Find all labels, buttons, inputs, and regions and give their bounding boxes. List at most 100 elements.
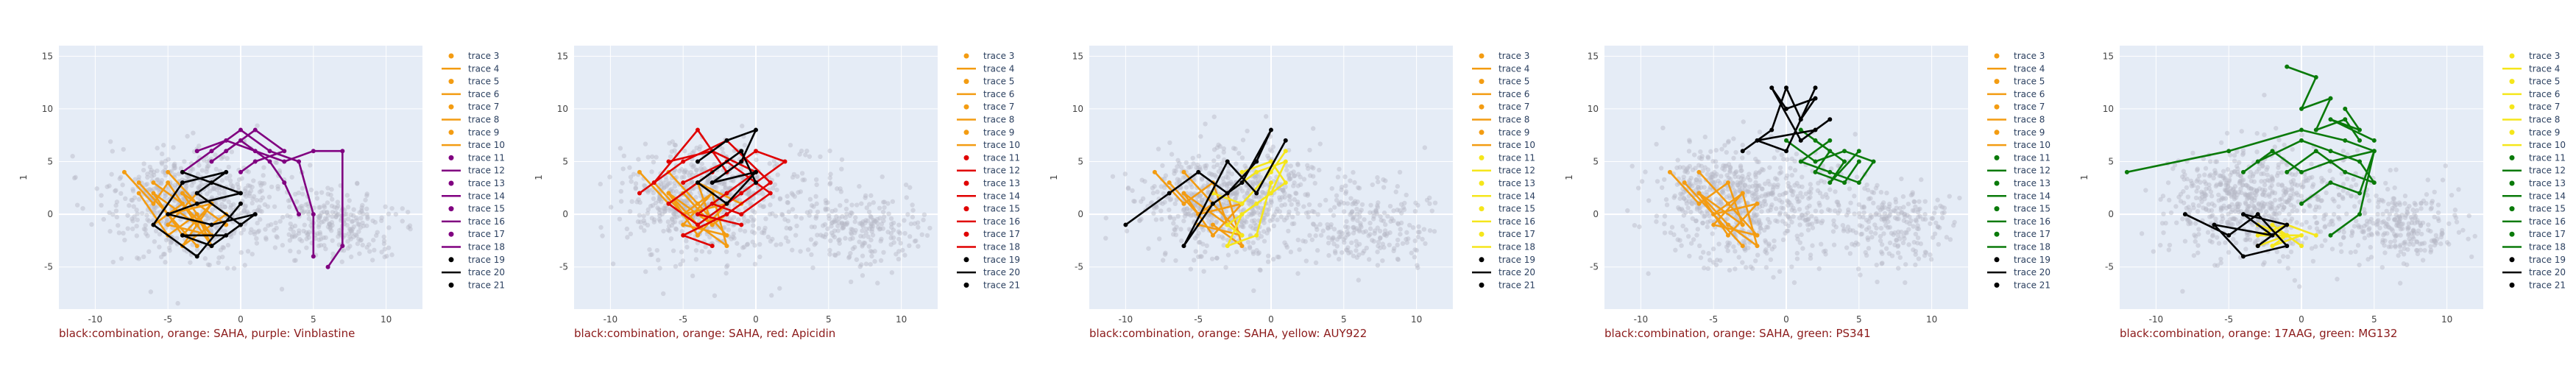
chart-1-caption: black:combination, orange: SAHA, purple:… [59, 327, 355, 340]
background-point [1866, 219, 1872, 224]
background-point [1686, 149, 1692, 154]
background-point [346, 231, 352, 236]
background-point [2202, 197, 2207, 202]
background-point [807, 154, 813, 159]
background-point [1249, 199, 1255, 205]
series-point [1784, 138, 1788, 143]
background-point [1697, 209, 1703, 214]
background-point [1367, 220, 1373, 226]
background-point [2396, 200, 2402, 205]
background-point [1902, 212, 1907, 217]
background-point [1211, 164, 1217, 169]
background-point [823, 198, 829, 203]
background-point [2223, 240, 2228, 245]
y-tick-label: -5 [1590, 262, 1599, 272]
background-point [1281, 188, 1286, 194]
background-point [2303, 175, 2309, 180]
background-point [651, 219, 657, 224]
background-point [726, 227, 732, 233]
background-point [1654, 213, 1660, 219]
background-point [1704, 189, 1709, 195]
background-point [141, 161, 146, 166]
y-tick-label: 15 [2103, 51, 2114, 61]
background-point [197, 144, 202, 149]
background-point [2254, 192, 2259, 197]
background-point [1216, 233, 1221, 239]
background-point [651, 190, 657, 196]
background-point [1381, 210, 1387, 216]
background-point [2337, 216, 2342, 222]
background-point [2251, 203, 2257, 209]
background-point [704, 180, 710, 185]
background-point [1356, 228, 1362, 234]
background-point [1709, 174, 1714, 180]
background-point [225, 242, 231, 248]
background-point [790, 174, 796, 180]
background-point [1284, 215, 1289, 221]
background-point [145, 217, 150, 222]
background-point [1914, 226, 1920, 231]
background-point [1832, 208, 1838, 213]
background-point [638, 224, 644, 230]
series-line-4 [1786, 139, 1875, 184]
background-point [1710, 158, 1716, 164]
background-point [2294, 208, 2300, 213]
background-point [2375, 211, 2380, 217]
background-point [657, 210, 662, 216]
background-point [2232, 169, 2237, 174]
background-point [328, 222, 333, 227]
background-point [907, 243, 912, 249]
background-point [1726, 175, 1731, 181]
background-point [1410, 225, 1416, 230]
background-point [316, 224, 322, 230]
series-point [1667, 169, 1672, 174]
background-point [1761, 167, 1766, 173]
background-point [1746, 245, 1751, 251]
background-point [827, 213, 832, 219]
background-point [1687, 163, 1693, 169]
background-point [1352, 199, 1358, 204]
background-point [1808, 190, 1814, 196]
background-point [1873, 185, 1879, 191]
background-point [746, 192, 751, 197]
background-point [146, 187, 152, 192]
background-point [2237, 219, 2243, 224]
background-point [633, 185, 638, 191]
background-point [2159, 221, 2165, 226]
background-point [1216, 154, 1221, 160]
background-point [706, 180, 711, 185]
background-point [2182, 238, 2188, 244]
legend-entry-label: trace 13 [1498, 178, 1535, 188]
background-point [2446, 221, 2452, 227]
background-point [1777, 210, 1783, 216]
background-point [1680, 191, 1685, 197]
series-point [1813, 169, 1818, 174]
background-point [1194, 165, 1199, 170]
background-point [1892, 208, 1898, 214]
background-point [1332, 205, 1337, 210]
background-point [1256, 250, 1262, 255]
background-point [2391, 232, 2397, 237]
background-point [1387, 230, 1393, 236]
background-point [2431, 237, 2437, 243]
legend-entry-label: trace 9 [983, 127, 1014, 138]
background-point [241, 208, 247, 213]
legend-entry-label: trace 21 [2014, 280, 2050, 290]
background-point [900, 247, 905, 253]
legend-entry-label: trace 18 [983, 242, 1020, 252]
background-point [245, 183, 251, 188]
background-point [308, 223, 314, 228]
background-point [722, 182, 727, 187]
background-point [1632, 222, 1638, 228]
series-point [1696, 191, 1702, 196]
background-point [797, 152, 802, 157]
series-point [151, 201, 156, 206]
background-point [161, 252, 166, 257]
background-point [1936, 241, 1942, 247]
background-point [259, 188, 264, 194]
background-point [1330, 236, 1336, 241]
background-point [1738, 180, 1744, 185]
background-point [712, 184, 717, 190]
